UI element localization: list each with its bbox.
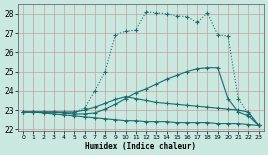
X-axis label: Humidex (Indice chaleur): Humidex (Indice chaleur) [85, 142, 196, 151]
